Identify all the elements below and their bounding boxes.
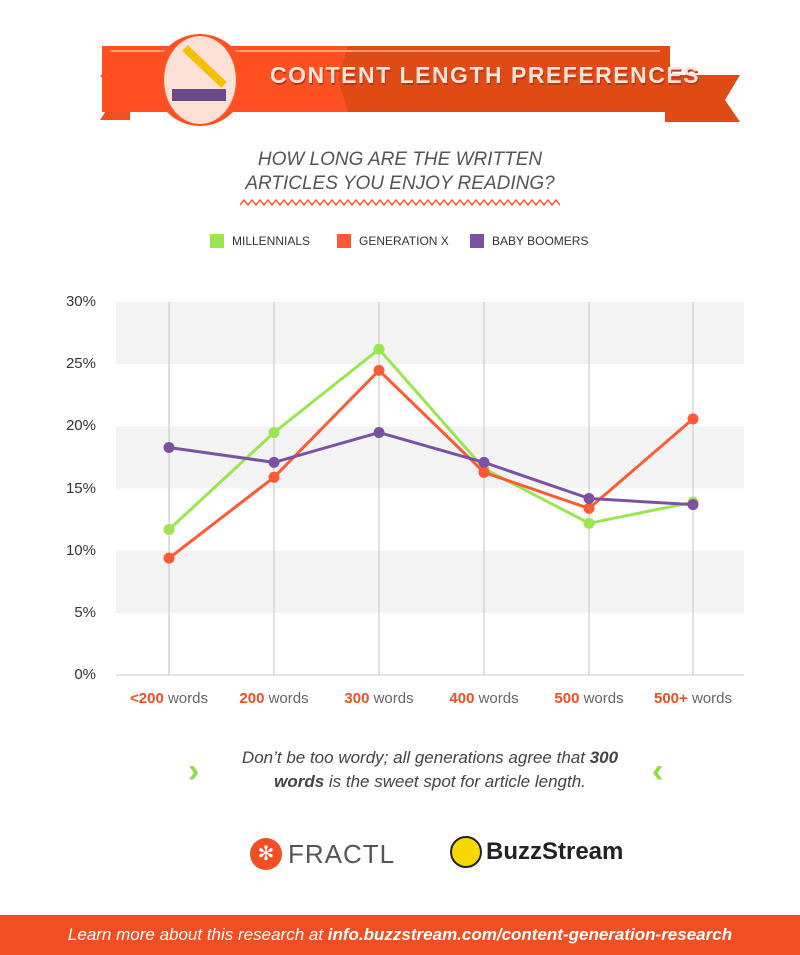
y-tick-label: 5% [74,603,96,621]
ruler-icon [172,89,226,101]
grid-band [116,550,744,613]
bee-icon [450,836,482,868]
x-tick-label: 500+ words [633,690,753,707]
data-point [583,517,595,529]
x-tick-number: 500 [554,690,580,707]
data-point [268,456,280,468]
header-banner [100,34,740,126]
buzzstream-logo: BuzzStream [450,836,623,868]
data-point [373,427,385,439]
x-tick-number: 300 [344,690,370,707]
footer-bar: Learn more about this research at info.b… [0,915,800,955]
x-tick-number: 400 [449,690,475,707]
data-point [163,524,175,536]
data-point [687,413,699,425]
series-line-millennials [167,347,694,531]
data-point [478,456,490,468]
fractl-logo: ✻ FRACTL [250,838,395,870]
question-line-2: ARTICLES YOU ENJOY READING? [245,173,555,194]
note-text: is the sweet spot for article length. [324,772,586,791]
x-tick-label: 300 words [319,690,439,707]
note-text: Don’t be too wordy; all generations agre… [241,748,590,767]
question-heading: HOW LONG ARE THE WRITTEN ARTICLES YOU ENJ… [0,148,800,196]
pencil-icon [182,45,231,92]
line-chart [116,302,744,676]
chart-note: Don’t be too wordy; all generations agre… [230,746,630,794]
series-line-baby-boomers [168,430,694,507]
y-tick-label: 30% [65,293,96,310]
y-tick-label: 20% [65,417,96,435]
fractl-text: FRACTL [288,838,396,869]
x-tick-label: 500 words [529,690,649,707]
note-bold: 300 words [274,748,619,791]
x-tick-number: <200 [130,690,164,707]
chevron-left-icon: ‹ [652,752,664,790]
grid-band [116,302,744,365]
footer-link[interactable]: info.buzzstream.com/content-generation-r… [327,925,733,944]
data-point [373,364,385,376]
data-point [583,502,595,514]
x-tick-unit: words [583,690,624,707]
x-tick-label: 400 words [424,690,544,707]
data-point [373,343,385,355]
x-tick-unit: words [268,690,309,707]
x-tick-label: <200 words [109,690,229,707]
x-tick-unit: words [478,690,519,707]
chevron-right-icon: › [188,752,200,790]
footer-text: Learn more about this research at [67,925,328,944]
y-tick-label: 10% [65,541,96,559]
x-tick-number: 500+ [654,690,688,707]
buzzstream-text: BuzzStream [486,838,624,865]
y-tick-label: 0% [74,666,96,683]
data-point [583,492,595,504]
data-point [163,552,175,564]
data-point [687,499,699,511]
x-tick-unit: words [691,690,732,707]
x-tick-label: 200 words [214,690,334,707]
data-point [478,466,490,478]
zigzag-divider [240,198,560,207]
legend-baby-boomers: BABY BOOMERS [470,234,588,248]
snowflake-icon: ✻ [250,838,282,870]
x-tick-unit: words [373,690,414,707]
data-point [268,427,280,439]
data-point [268,471,280,483]
legend-label: BABY BOOMERS [492,234,589,248]
question-line-1: HOW LONG ARE THE WRITTEN [257,149,543,170]
x-tick-number: 200 [239,690,265,707]
legend-millennials: MILLENNIALS [210,234,310,248]
legend-generation-x: GENERATION X [337,234,449,248]
data-point [163,441,175,453]
grid-band [116,426,744,489]
series-line-generation-x [168,368,694,560]
legend-label: GENERATION X [359,234,449,248]
legend-label: MILLENNIALS [232,234,311,248]
page-title: CONTENT LENGTH PREFERENCES [270,62,701,88]
y-tick-label: 25% [65,355,96,373]
y-tick-label: 15% [65,479,96,497]
x-tick-unit: words [167,690,208,707]
